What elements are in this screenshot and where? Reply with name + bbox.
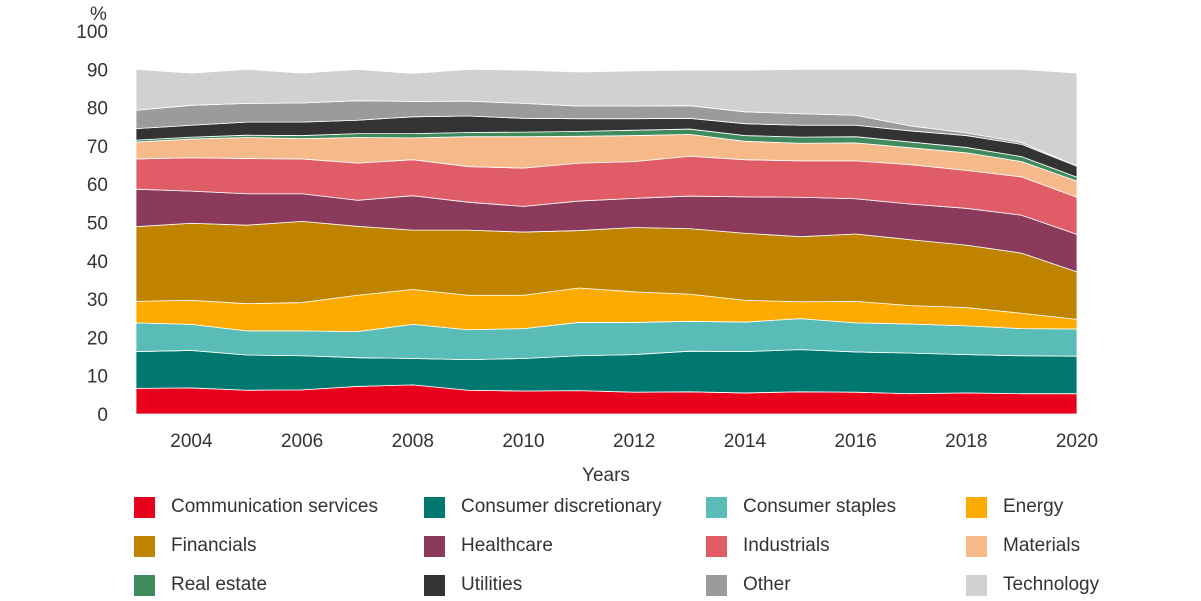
x-axis-ticks: 2004 2006 2008 2010 2012 2014 2016 2018 2020	[170, 431, 1098, 452]
legend-label: Consumer staples	[743, 496, 897, 517]
y-tick-label: 50	[87, 214, 108, 235]
legend-swatch	[424, 535, 445, 557]
y-tick-label: 0	[97, 405, 108, 426]
legend-label: Energy	[1003, 496, 1064, 517]
x-tick-label: 2016	[834, 431, 876, 452]
legend-swatch	[134, 496, 155, 518]
y-tick-label: 60	[87, 175, 108, 196]
legend-label: Financials	[171, 535, 257, 556]
x-tick-label: 2010	[502, 431, 544, 452]
legend-label: Consumer discretionary	[461, 496, 662, 517]
legend-item-financials: Financials	[134, 535, 257, 557]
legend-item-communication-services: Communication services	[134, 496, 378, 518]
legend-label: Healthcare	[461, 535, 553, 556]
legend-label: Other	[743, 574, 791, 595]
area-consumer-discretionary	[135, 349, 1078, 395]
y-axis-label: %	[90, 4, 107, 25]
legend: Communication services Consumer discretio…	[0, 486, 1201, 601]
y-tick-label: 70	[87, 137, 108, 158]
legend-item-healthcare: Healthcare	[424, 535, 553, 557]
legend-swatch	[966, 574, 987, 596]
legend-swatch	[966, 496, 987, 518]
area-series-group	[135, 68, 1078, 415]
legend-item-technology: Technology	[966, 574, 1099, 596]
x-tick-label: 2008	[392, 431, 434, 452]
y-tick-label: 30	[87, 290, 108, 311]
legend-item-industrials: Industrials	[706, 535, 830, 557]
legend-swatch	[706, 496, 727, 518]
x-tick-label: 2012	[613, 431, 655, 452]
y-tick-label: 80	[87, 99, 108, 120]
legend-swatch	[424, 574, 445, 596]
legend-item-materials: Materials	[966, 535, 1080, 557]
legend-label: Communication services	[171, 496, 378, 517]
legend-swatch	[966, 535, 987, 557]
legend-label: Utilities	[461, 574, 523, 595]
x-tick-label: 2006	[281, 431, 323, 452]
y-tick-label: 10	[87, 367, 108, 388]
x-axis-label: Years	[582, 465, 630, 486]
y-axis-ticks: 0 10 20 30 40 50 60 70 80 90 100	[76, 22, 108, 426]
legend-label: Technology	[1003, 574, 1100, 595]
x-tick-label: 2004	[170, 431, 213, 452]
legend-item-other: Other	[706, 574, 791, 596]
y-tick-label: 40	[87, 252, 108, 273]
legend-label: Real estate	[171, 574, 268, 595]
y-tick-label: 100	[76, 22, 108, 43]
legend-label: Industrials	[743, 535, 830, 556]
legend-item-consumer-staples: Consumer staples	[706, 496, 896, 518]
area-technology	[135, 68, 1078, 167]
legend-swatch	[706, 574, 727, 596]
legend-swatch	[424, 496, 445, 518]
y-tick-label: 90	[87, 60, 108, 81]
legend-swatch	[706, 535, 727, 557]
legend-item-consumer-discretionary: Consumer discretionary	[424, 496, 662, 518]
legend-swatch	[134, 574, 155, 596]
legend-item-energy: Energy	[966, 496, 1063, 518]
legend-item-utilities: Utilities	[424, 574, 522, 596]
x-tick-label: 2020	[1056, 431, 1098, 452]
legend-swatch	[134, 535, 155, 557]
legend-item-real-estate: Real estate	[134, 574, 267, 596]
y-tick-label: 20	[87, 328, 108, 349]
x-tick-label: 2014	[724, 431, 767, 452]
legend-label: Materials	[1003, 535, 1081, 556]
x-tick-label: 2018	[945, 431, 987, 452]
